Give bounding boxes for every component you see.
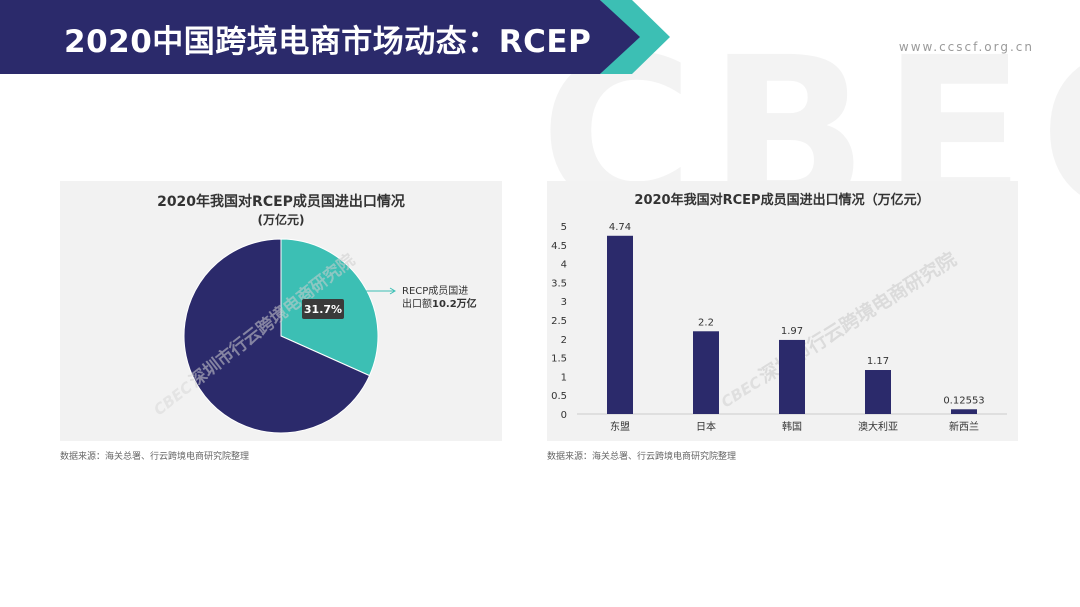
pie-data-label-box	[302, 299, 344, 319]
bar-value-label: 2.2	[698, 317, 714, 328]
pie-data-label: 31.7%	[304, 303, 342, 316]
bar-chart-panel: 2020年我国对RCEP成员国进出口情况（万亿元） 0 0.5 1 1.5 2 2.5 3 3…	[547, 181, 1018, 441]
bar-y-tick-label: 3	[561, 297, 567, 308]
bar-y-tick-label: 5	[561, 222, 567, 233]
pie-annotation-line1: RECP成员国进	[402, 285, 468, 297]
pie-slices	[183, 238, 379, 434]
bar-category-label: 韩国	[782, 420, 802, 433]
bar-value-label: 1.17	[867, 356, 889, 367]
bar-watermark: CBEC 深圳市行云跨境电商研究院	[718, 247, 960, 411]
bar-chart-source: 数据来源：海关总署、行云跨境电商研究院整理	[547, 452, 737, 462]
bar-y-tick-label: 2	[561, 335, 567, 346]
bar-y-axis: 0 0.5 1 1.5 2 2.5 3 3.5 4 4.5 5	[551, 222, 567, 421]
bar-category-label: 东盟	[610, 420, 630, 433]
pie-chart-source: 数据来源：海关总署、行云跨境电商研究院整理	[60, 452, 250, 462]
pie-watermark-logo: CBEC	[150, 378, 196, 419]
bar-0	[607, 235, 633, 414]
bar-y-tick-label: 1.5	[551, 354, 567, 365]
pie-slice-1	[183, 238, 371, 434]
bar-y-tick-label: 0	[561, 410, 567, 421]
bar-y-tick-label: 4.5	[551, 241, 567, 252]
bar-category-label: 日本	[696, 420, 716, 433]
bar-value-label: 1.97	[781, 326, 803, 337]
pie-chart-panel: 2020年我国对RCEP成员国进出口情况 (万亿元) CBEC 深圳市行云跨境电…	[60, 181, 502, 441]
bar-category-label: 澳大利亚	[858, 420, 898, 433]
pie-annotation-line2: 出口额10.2万亿	[402, 297, 477, 310]
bar-y-tick-label: 0.5	[551, 391, 567, 402]
pie-chart-subtitle: (万亿元)	[258, 212, 305, 227]
bar-y-tick-label: 4	[561, 260, 567, 271]
bar-category-label: 新西兰	[949, 420, 979, 433]
bar-marks: 4.74 东盟 2.2 日本 1.97 韩国 1.17 澳大利亚 0.12553 新西兰	[607, 222, 985, 433]
bar-y-tick-label: 2.5	[551, 316, 567, 327]
bar-value-label: 4.74	[609, 222, 631, 233]
bar-chart-title: 2020年我国对RCEP成员国进出口情况（万亿元）	[634, 192, 929, 208]
bar-y-tick-label: 1	[561, 372, 567, 383]
annotation-arrowhead	[389, 287, 396, 295]
bar-2	[779, 339, 805, 414]
bar-chart: 2020年我国对RCEP成员国进出口情况（万亿元） 0 0.5 1 1.5 2 2.5 3 3…	[551, 192, 1007, 433]
header-bar	[0, 0, 640, 74]
pie-chart: 2020年我国对RCEP成员国进出口情况 (万亿元) CBEC 深圳市行云跨境电…	[150, 193, 477, 434]
bar-4	[951, 409, 977, 414]
pie-chart-title: 2020年我国对RCEP成员国进出口情况	[157, 193, 405, 210]
bar-value-label: 0.12553	[943, 395, 984, 406]
bar-y-tick-label: 3.5	[551, 278, 567, 289]
page-title: 2020中国跨境电商市场动态：RCEP	[64, 24, 592, 60]
site-url: www.ccscf.org.cn	[898, 40, 1034, 54]
bar-1	[693, 331, 719, 414]
bar-3	[865, 370, 891, 414]
bar-watermark-logo: CBEC	[718, 373, 765, 411]
